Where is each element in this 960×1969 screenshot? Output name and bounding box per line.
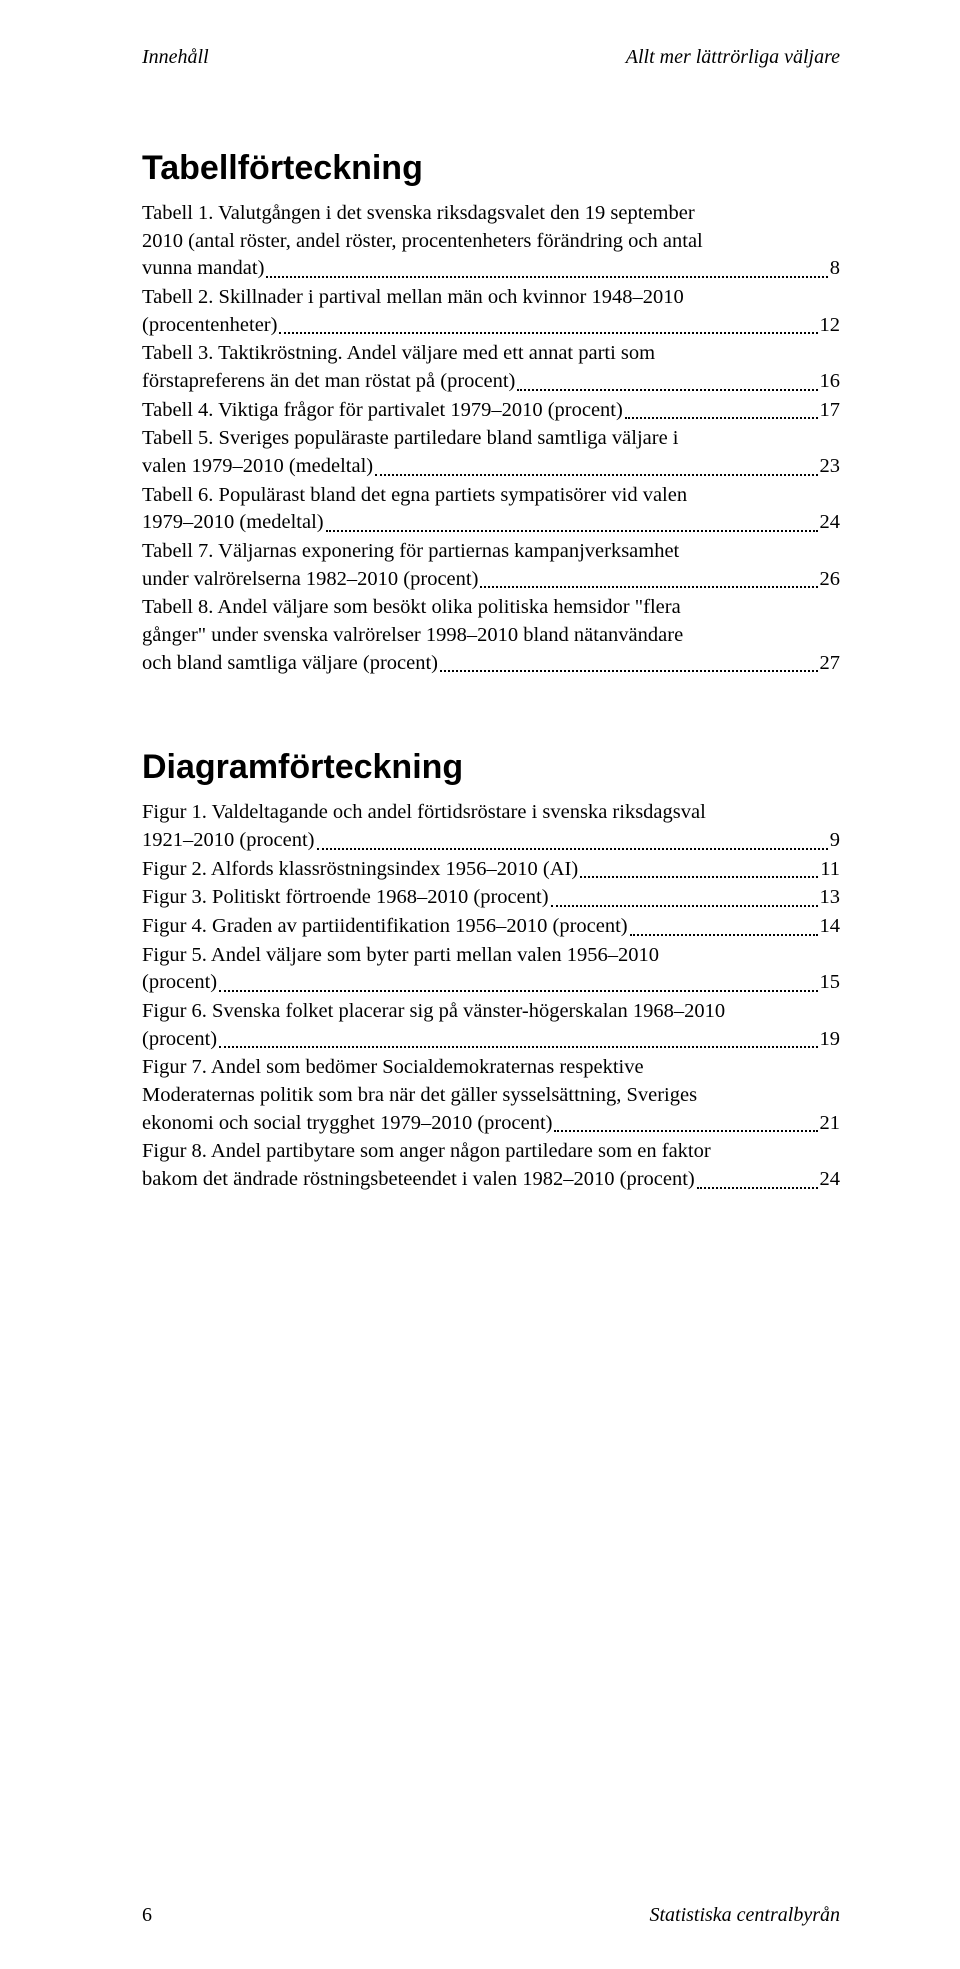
figures-toc-entry-text: Figur 3. Politiskt förtroende 1968–2010 … [142, 884, 549, 912]
tables-toc-entry-page: 12 [820, 312, 841, 340]
tables-toc-entry-line: 2010 (antal röster, andel röster, procen… [142, 228, 840, 256]
figures-toc-entry: (procent) 15 [142, 969, 840, 997]
toc-leader [697, 1175, 818, 1189]
tables-toc-entry-text: vunna mandat) [142, 255, 264, 283]
tables-toc-entry-line: Tabell 5. Sveriges populäraste partileda… [142, 425, 840, 453]
figures-toc-entry-line: Figur 1. Valdeltagande och andel förtids… [142, 799, 840, 827]
tables-toc-entry-text: Tabell 4. Viktiga frågor för partivalet … [142, 397, 623, 425]
figures-toc-entry-page: 19 [820, 1026, 841, 1054]
tables-toc-entry-page: 26 [820, 566, 841, 594]
toc-leader [440, 658, 818, 672]
figures-toc-entry-text: (procent) [142, 969, 217, 997]
tables-toc-entry-text: under valrörelserna 1982–2010 (procent) [142, 566, 478, 594]
tables-toc-entry-page: 16 [820, 368, 841, 396]
tables-toc-entry: och bland samtliga väljare (procent) 27 [142, 650, 840, 678]
running-head: Innehåll Allt mer lättrörliga väljare [142, 46, 840, 69]
tables-toc-entry-text: förstapreferens än det man röstat på (pr… [142, 368, 515, 396]
page-number: 6 [142, 1904, 152, 1927]
figures-toc-entry-text: ekonomi och social trygghet 1979–2010 (p… [142, 1110, 552, 1138]
toc-leader [517, 376, 817, 390]
figures-toc: Figur 1. Valdeltagande och andel förtids… [142, 799, 840, 1193]
figures-toc-entry-page: 15 [820, 969, 841, 997]
tables-toc-entry-line: Tabell 1. Valutgången i det svenska riks… [142, 200, 840, 228]
toc-leader [266, 264, 827, 278]
tables-toc-entry-text: (procentenheter) [142, 312, 277, 340]
figures-toc-entry: ekonomi och social trygghet 1979–2010 (p… [142, 1110, 840, 1138]
figures-toc-entry-page: 11 [820, 856, 840, 884]
tables-toc-entry-page: 8 [830, 255, 840, 283]
figures-toc-entry: Figur 2. Alfords klassröstningsindex 195… [142, 856, 840, 884]
toc-leader [480, 574, 817, 588]
tables-toc-entry-text: valen 1979–2010 (medeltal) [142, 453, 373, 481]
tables-toc-entry-line: Tabell 2. Skillnader i partival mellan m… [142, 284, 840, 312]
running-head-left: Innehåll [142, 46, 209, 69]
tables-toc-entry-page: 24 [820, 509, 841, 537]
toc-leader [219, 978, 817, 992]
figures-toc-entry-text: 1921–2010 (procent) [142, 827, 315, 855]
toc-leader [625, 405, 818, 419]
figures-toc-entry: Figur 4. Graden av partiidentifikation 1… [142, 913, 840, 941]
figures-toc-entry-line: Figur 5. Andel väljare som byter parti m… [142, 942, 840, 970]
toc-leader [279, 320, 817, 334]
figures-toc-entry-page: 14 [820, 913, 841, 941]
tables-toc-entry-line: gånger" under svenska valrörelser 1998–2… [142, 622, 840, 650]
tables-toc-entry-page: 27 [820, 650, 841, 678]
figures-toc-entry: 1921–2010 (procent) 9 [142, 827, 840, 855]
figures-toc-entry: Figur 3. Politiskt förtroende 1968–2010 … [142, 884, 840, 912]
figures-toc-entry-text: bakom det ändrade röstningsbeteendet i v… [142, 1166, 695, 1194]
tables-toc-entry-text: och bland samtliga väljare (procent) [142, 650, 438, 678]
figures-toc-entry-line: Figur 6. Svenska folket placerar sig på … [142, 998, 840, 1026]
footer-publisher: Statistiska centralbyrån [649, 1904, 840, 1927]
toc-leader [375, 461, 817, 475]
figures-toc-entry-text: Figur 4. Graden av partiidentifikation 1… [142, 913, 628, 941]
tables-toc: Tabell 1. Valutgången i det svenska riks… [142, 200, 840, 677]
figures-toc-entry-line: Moderaternas politik som bra när det gäl… [142, 1082, 840, 1110]
figures-toc-entry: (procent) 19 [142, 1026, 840, 1054]
figures-toc-entry-page: 24 [820, 1166, 841, 1194]
figures-toc-entry-page: 13 [820, 884, 841, 912]
toc-leader [219, 1034, 817, 1048]
figures-toc-entry-text: (procent) [142, 1026, 217, 1054]
tables-toc-entry: vunna mandat) 8 [142, 255, 840, 283]
figures-section-title: Diagramförteckning [142, 748, 840, 787]
tables-toc-entry: Tabell 4. Viktiga frågor för partivalet … [142, 397, 840, 425]
figures-toc-entry-page: 9 [830, 827, 840, 855]
tables-toc-entry-line: Tabell 7. Väljarnas exponering för parti… [142, 538, 840, 566]
toc-leader [551, 893, 818, 907]
tables-toc-entry-line: Tabell 6. Populärast bland det egna part… [142, 482, 840, 510]
toc-leader [317, 835, 828, 849]
tables-toc-entry: under valrörelserna 1982–2010 (procent) 2… [142, 566, 840, 594]
page-footer: 6 Statistiska centralbyrån [142, 1904, 840, 1927]
figures-toc-entry-line: Figur 7. Andel som bedömer Socialdemokra… [142, 1054, 840, 1082]
tables-toc-entry: (procentenheter) 12 [142, 312, 840, 340]
toc-leader [326, 518, 818, 532]
tables-toc-entry-line: Tabell 3. Taktikröstning. Andel väljare … [142, 340, 840, 368]
figures-toc-entry-line: Figur 8. Andel partibytare som anger någ… [142, 1138, 840, 1166]
toc-leader [554, 1118, 817, 1132]
tables-toc-entry: 1979–2010 (medeltal) 24 [142, 509, 840, 537]
tables-toc-entry: förstapreferens än det man röstat på (pr… [142, 368, 840, 396]
figures-toc-entry-page: 21 [820, 1110, 841, 1138]
document-page: Innehåll Allt mer lättrörliga väljare Ta… [0, 0, 960, 1969]
tables-toc-entry-page: 17 [820, 397, 841, 425]
figures-toc-entry-text: Figur 2. Alfords klassröstningsindex 195… [142, 856, 578, 884]
figures-toc-entry: bakom det ändrade röstningsbeteendet i v… [142, 1166, 840, 1194]
tables-section-title: Tabellförteckning [142, 149, 840, 188]
tables-toc-entry-page: 23 [820, 453, 841, 481]
tables-toc-entry-text: 1979–2010 (medeltal) [142, 509, 324, 537]
tables-toc-entry-line: Tabell 8. Andel väljare som besökt olika… [142, 594, 840, 622]
tables-toc-entry: valen 1979–2010 (medeltal) 23 [142, 453, 840, 481]
section-spacer [142, 678, 840, 748]
running-head-right: Allt mer lättrörliga väljare [626, 46, 840, 69]
toc-leader [580, 864, 818, 878]
toc-leader [630, 921, 818, 935]
